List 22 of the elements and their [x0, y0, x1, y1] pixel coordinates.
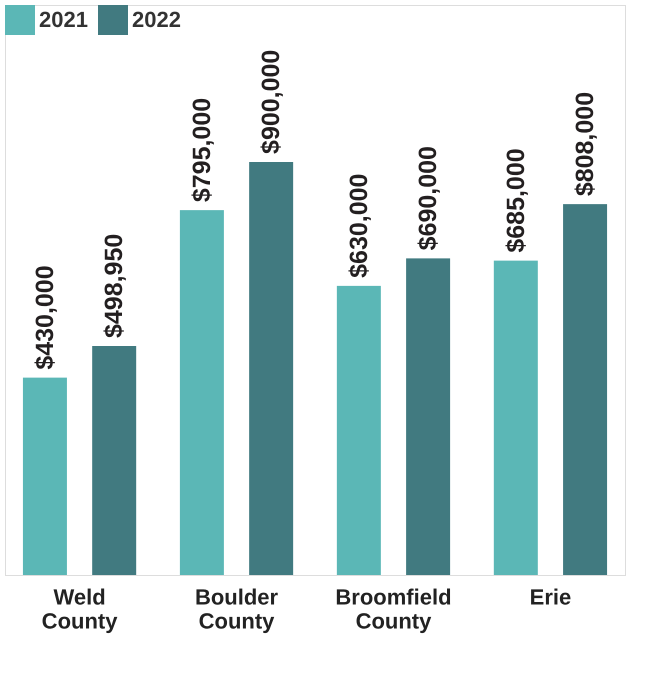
bar	[22, 378, 67, 575]
bar	[92, 346, 136, 575]
bar	[563, 204, 608, 575]
bar	[249, 162, 294, 575]
x-tick-label: Broomfield County	[335, 584, 452, 634]
data-label: $630,000	[344, 174, 373, 278]
x-tick-label: Erie	[530, 584, 572, 610]
x-tick-label: Weld County	[42, 584, 118, 634]
x-tick-label: Boulder County	[194, 584, 279, 634]
legend-label: 2022	[132, 7, 181, 32]
bar	[406, 258, 450, 575]
bar	[180, 210, 224, 575]
data-label: $685,000	[502, 148, 530, 253]
bar	[494, 260, 538, 575]
data-label: $430,000	[30, 265, 59, 370]
data-label: $498,950	[100, 234, 128, 338]
legend-label: 2021	[39, 7, 88, 32]
data-label: $690,000	[414, 146, 442, 250]
bar	[336, 286, 381, 575]
data-label: $808,000	[571, 92, 600, 196]
data-label: $900,000	[257, 50, 286, 154]
data-label: $795,000	[188, 98, 216, 202]
